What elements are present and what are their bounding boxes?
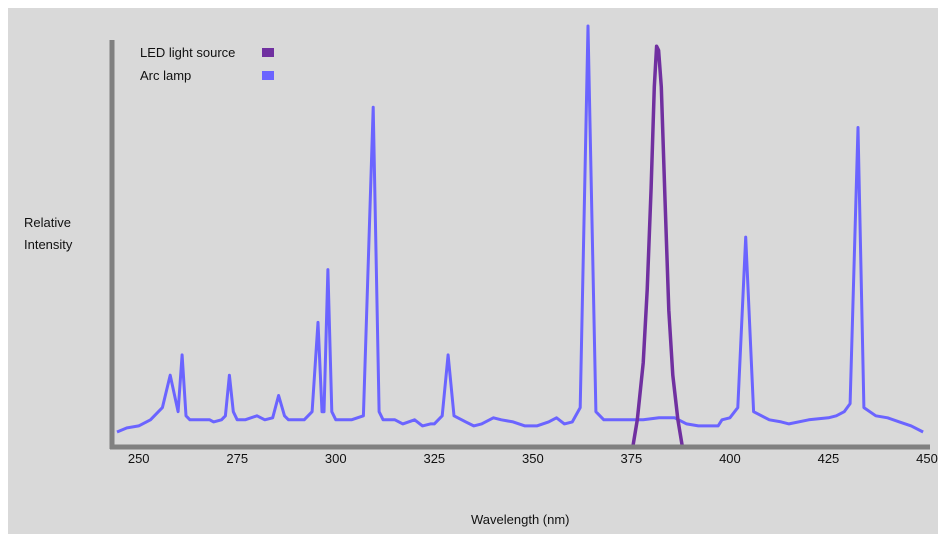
legend-label-led: LED light source	[140, 45, 236, 60]
legend-label-arc: Arc lamp	[140, 68, 192, 83]
x-tick-label: 300	[324, 451, 347, 466]
x-tick-label: 400	[719, 451, 741, 466]
x-tick-label: 425	[817, 451, 840, 466]
x-tick-label: 350	[521, 451, 544, 466]
x-tick-label: 275	[226, 451, 249, 466]
legend-swatch-arc	[262, 71, 274, 80]
x-tick-label: 375	[620, 451, 643, 466]
x-tick-label: 325	[423, 451, 446, 466]
y-axis-label: Relative Intensity	[24, 215, 73, 252]
x-tick-label: 250	[127, 451, 150, 466]
x-tick-label: 450	[916, 451, 938, 466]
legend-swatch-led	[262, 48, 274, 57]
series-line-arc-lamp	[116, 24, 924, 434]
series-line-led	[630, 44, 685, 449]
x-axis-label: Wavelength (nm)	[471, 512, 570, 527]
